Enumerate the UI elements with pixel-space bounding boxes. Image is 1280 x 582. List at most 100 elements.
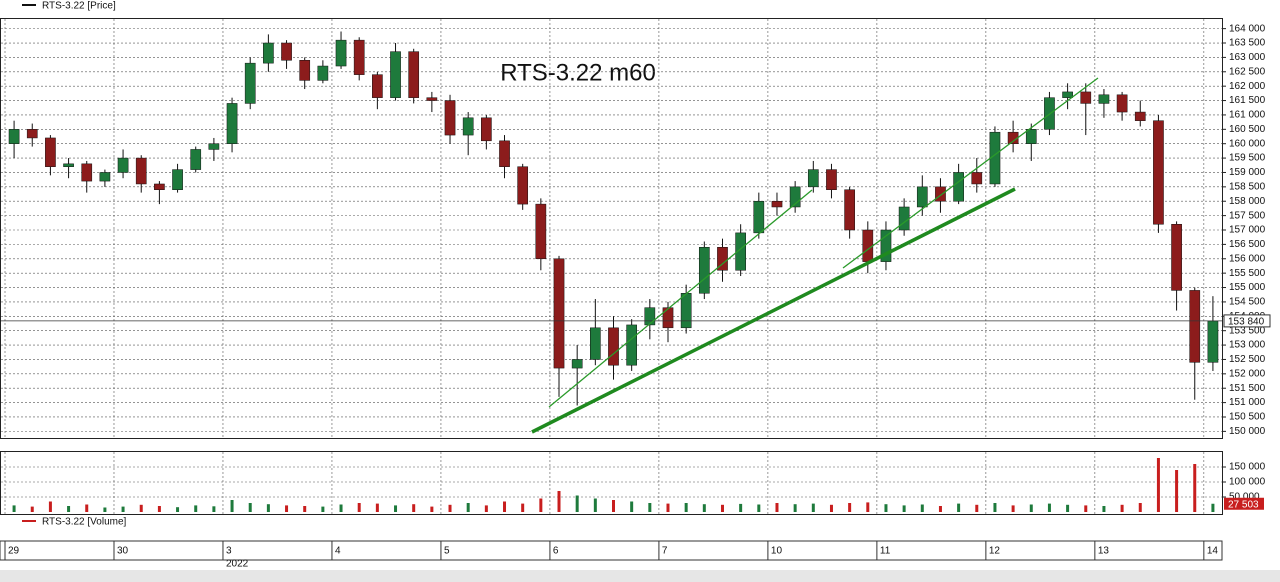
volume-bar: [902, 505, 906, 512]
volume-bar: [1029, 504, 1033, 512]
volume-bar: [375, 503, 379, 512]
candle-body: [753, 200, 765, 234]
candle-body: [644, 307, 656, 326]
volume-bar: [811, 503, 815, 512]
y-tick-label: 100 000: [1229, 477, 1266, 488]
candle-body: [1116, 94, 1128, 113]
x-tick-label: 14: [1207, 546, 1219, 557]
candle-body: [826, 169, 837, 190]
volume-bar: [85, 504, 89, 512]
y-tick-label: 151 500: [1229, 383, 1266, 394]
price-panel: [0, 18, 1223, 439]
volume-bar: [866, 502, 870, 512]
volume-panel: [0, 451, 1223, 515]
y-tick-label: 153 000: [1229, 340, 1266, 351]
year-label: 2022: [226, 559, 249, 570]
y-tick-label: 152 500: [1229, 354, 1266, 365]
candle-body: [771, 200, 783, 208]
volume-bar: [67, 506, 71, 512]
date-axis: [0, 540, 1223, 561]
candle-body: [1171, 223, 1182, 291]
candle-body: [680, 293, 692, 329]
candle-body: [426, 97, 438, 101]
candle-body: [898, 206, 910, 231]
volume-bar: [666, 503, 670, 512]
candle-body: [63, 163, 74, 167]
x-tick-label: 6: [553, 546, 559, 557]
volume-bar: [575, 495, 579, 512]
volume-bar: [139, 504, 143, 512]
volume-bar: [975, 504, 979, 512]
x-tick-label: 10: [771, 546, 783, 557]
volume-bar: [848, 503, 852, 512]
volume-bar: [285, 505, 289, 512]
y-tick-label: 156 500: [1229, 239, 1266, 250]
candle-body: [281, 42, 292, 61]
volume-bar: [48, 501, 52, 512]
candle-body: [862, 229, 874, 262]
candle-body: [1134, 111, 1146, 121]
candle-body: [1062, 91, 1073, 98]
volume-bar: [176, 507, 180, 512]
volume-bar: [1084, 505, 1088, 512]
candle-body: [608, 327, 619, 366]
candle-body: [335, 39, 347, 67]
candle-body: [190, 149, 202, 170]
candle-body: [553, 258, 565, 369]
candle-body: [226, 103, 238, 144]
candle-body: [717, 247, 728, 271]
y-tick-label: 155 000: [1229, 282, 1266, 293]
volume-bar: [1156, 458, 1160, 512]
x-tick-label: 3: [226, 546, 232, 557]
trend-line: [842, 77, 1099, 269]
volume-bar: [321, 506, 325, 512]
volume-bar: [1175, 470, 1179, 512]
volume-bar: [339, 504, 343, 512]
candle-body: [390, 51, 401, 98]
volume-bar: [1102, 506, 1106, 512]
volume-bar: [793, 504, 797, 512]
candle-body: [208, 143, 220, 150]
candle-body: [589, 327, 601, 360]
candle-body: [81, 163, 93, 182]
candle-body: [499, 140, 510, 167]
candle-body: [1153, 120, 1164, 225]
volume-bar: [1138, 503, 1142, 512]
candle-body: [172, 169, 183, 190]
volume-bar: [484, 505, 488, 512]
volume-bar: [612, 500, 615, 512]
candle-body: [807, 169, 819, 188]
y-tick-label: 158 000: [1229, 196, 1266, 207]
candle-body: [154, 183, 165, 190]
trend-line: [548, 189, 813, 408]
last-price-box: [1223, 314, 1271, 328]
volume-bar: [557, 491, 561, 512]
volume-bar: [103, 507, 107, 512]
last-volume-label: 27 503: [1228, 499, 1259, 510]
candle-body: [535, 203, 547, 260]
x-tick-label: 12: [989, 546, 1001, 557]
y-tick-label: 153 500: [1229, 325, 1266, 336]
volume-bar: [30, 506, 34, 512]
volume-bar: [957, 503, 961, 512]
candle-body: [789, 186, 801, 208]
y-tick-label: 160 500: [1229, 124, 1266, 135]
candle-body: [26, 129, 38, 139]
candle-body: [299, 60, 311, 81]
volume-bar: [720, 504, 724, 512]
candle-body: [244, 62, 256, 104]
volume-bar: [1120, 504, 1124, 512]
candle-body: [372, 74, 383, 98]
volume-bar: [539, 498, 543, 512]
volume-bar: [1211, 503, 1215, 512]
candle-body: [1025, 129, 1037, 144]
volume-bar: [993, 503, 997, 512]
y-tick-label: 151 000: [1229, 397, 1266, 408]
x-tick-label: 5: [444, 546, 450, 557]
volume-bar: [1193, 464, 1197, 512]
y-tick-label: 157 500: [1229, 210, 1266, 221]
volume-bar: [684, 503, 688, 512]
volume-bar: [157, 506, 161, 512]
